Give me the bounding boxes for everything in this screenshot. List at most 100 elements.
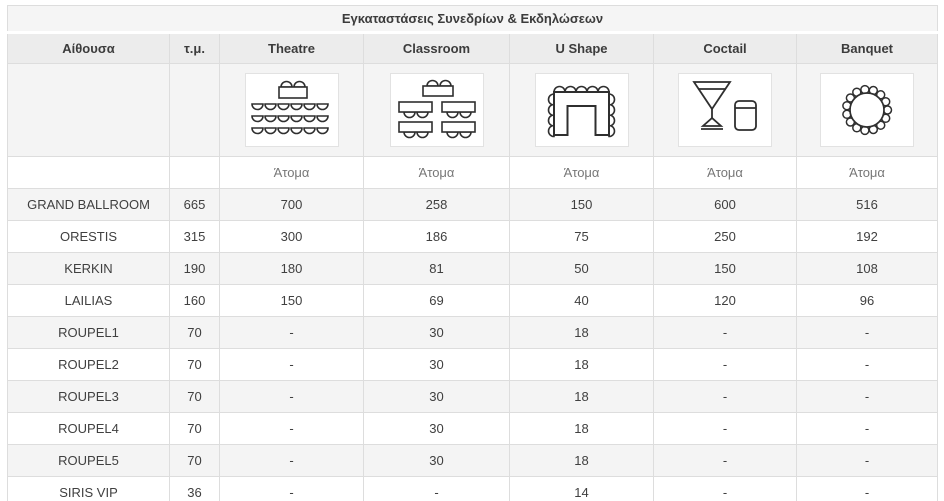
table-title-row: Εγκαταστάσεις Συνεδρίων & Εκδηλώσεων: [6, 5, 939, 34]
room-name-cell: KERKIN: [7, 252, 170, 285]
col-header-room: Αίθουσα: [7, 32, 170, 64]
room-name-cell: ROUPEL2: [7, 348, 170, 381]
unit-label: Άτομα: [795, 156, 939, 189]
capacity-cell: -: [653, 348, 797, 381]
ushape-layout-icon: [547, 85, 615, 138]
icon-box: [678, 73, 772, 147]
capacity-cell: 18: [509, 444, 654, 477]
capacity-cell: -: [219, 348, 364, 381]
capacity-cell: 186: [363, 220, 510, 253]
capacity-cell: 50: [509, 252, 654, 285]
capacity-cell: -: [653, 444, 797, 477]
empty-cell: [7, 63, 170, 157]
sqm-cell: 190: [169, 252, 220, 285]
col-header-banquet: Banquet: [795, 32, 939, 64]
capacity-cell: 18: [509, 380, 654, 413]
layout-icons-row: [7, 63, 939, 157]
table-row: ROUPEL3 70 - 30 18 - -: [7, 380, 939, 413]
capacity-cell: 81: [363, 252, 510, 285]
capacity-cell: -: [795, 412, 939, 445]
theatre-layout-icon: [250, 80, 329, 135]
capacity-cell: 18: [509, 412, 654, 445]
capacity-cell: 18: [509, 348, 654, 381]
icon-box: [244, 73, 339, 147]
capacity-cell: 96: [795, 284, 939, 317]
table-row: LAILIAS 160 150 69 40 120 96: [7, 284, 939, 317]
sqm-cell: 70: [169, 380, 220, 413]
capacity-cell: -: [795, 444, 939, 477]
sqm-cell: 70: [169, 348, 220, 381]
classroom-layout-icon: [397, 79, 476, 139]
capacity-cell: 30: [363, 412, 510, 445]
sqm-cell: 70: [169, 412, 220, 445]
capacity-cell: 120: [653, 284, 797, 317]
unit-label: Άτομα: [363, 156, 510, 189]
capacity-cell: 30: [363, 316, 510, 349]
room-name-cell: ROUPEL1: [7, 316, 170, 349]
capacity-cell: 300: [219, 220, 364, 253]
capacity-cell: -: [219, 380, 364, 413]
capacity-cell: 516: [795, 188, 939, 221]
capacity-cell: 258: [363, 188, 510, 221]
col-header-coctail: Coctail: [653, 32, 797, 64]
icon-box: [820, 73, 915, 147]
capacity-cell: 18: [509, 316, 654, 349]
room-name-cell: ORESTIS: [7, 220, 170, 253]
capacity-cell: 30: [363, 380, 510, 413]
unit-label: Άτομα: [509, 156, 654, 189]
column-header-row: Αίθουσα τ.μ. Theatre Classroom U Shape C…: [7, 32, 939, 64]
capacity-cell: -: [653, 476, 797, 501]
capacity-cell: 108: [795, 252, 939, 285]
sqm-cell: 315: [169, 220, 220, 253]
table-row: ROUPEL2 70 - 30 18 - -: [7, 348, 939, 381]
icon-box: [534, 73, 629, 147]
col-header-classroom: Classroom: [363, 32, 510, 64]
capacity-cell: 14: [509, 476, 654, 501]
capacity-cell: -: [795, 380, 939, 413]
capacity-cell: -: [653, 380, 797, 413]
capacity-cell: -: [219, 412, 364, 445]
capacity-cell: -: [653, 412, 797, 445]
capacity-cell: 700: [219, 188, 364, 221]
capacity-cell: -: [653, 316, 797, 349]
capacity-cell: -: [219, 476, 364, 501]
unit-label: Άτομα: [653, 156, 797, 189]
room-name-cell: ROUPEL5: [7, 444, 170, 477]
room-name-cell: LAILIAS: [7, 284, 170, 317]
capacity-cell: 180: [219, 252, 364, 285]
sqm-cell: 160: [169, 284, 220, 317]
col-header-sqm: τ.μ.: [169, 32, 220, 64]
empty-cell: [169, 156, 220, 189]
capacity-cell: 192: [795, 220, 939, 253]
capacity-cell: -: [795, 476, 939, 501]
table-row: KERKIN 190 180 81 50 150 108: [7, 252, 939, 285]
capacity-cell: 30: [363, 444, 510, 477]
table-row: ROUPEL1 70 - 30 18 - -: [7, 316, 939, 349]
capacity-cell: 30: [363, 348, 510, 381]
empty-cell: [169, 63, 220, 157]
capacity-cell: -: [363, 476, 510, 501]
capacity-cell: -: [219, 316, 364, 349]
capacity-cell: -: [795, 348, 939, 381]
capacity-cell: 150: [509, 188, 654, 221]
room-name-cell: ROUPEL4: [7, 412, 170, 445]
capacity-cell: -: [219, 444, 364, 477]
capacity-cell: 69: [363, 284, 510, 317]
capacity-cell: 75: [509, 220, 654, 253]
capacity-cell: 600: [653, 188, 797, 221]
capacity-cell: -: [795, 316, 939, 349]
room-name-cell: SIRIS VIP: [7, 476, 170, 501]
capacity-cell: 150: [219, 284, 364, 317]
table-row: ROUPEL4 70 - 30 18 - -: [7, 412, 939, 445]
facilities-table: Εγκαταστάσεις Συνεδρίων & Εκδηλώσεων Αίθ…: [6, 5, 939, 501]
capacity-unit-row: Άτομα Άτομα Άτομα Άτομα Άτομα: [7, 156, 939, 189]
icon-box: [389, 73, 484, 147]
table-title: Εγκαταστάσεις Συνεδρίων & Εκδηλώσεων: [6, 5, 939, 34]
col-header-ushape: U Shape: [509, 32, 654, 64]
table-row: ORESTIS 315 300 186 75 250 192: [7, 220, 939, 253]
sqm-cell: 665: [169, 188, 220, 221]
table-row: GRAND BALLROOM 665 700 258 150 600 516: [7, 188, 939, 221]
empty-cell: [7, 156, 170, 189]
col-header-theatre: Theatre: [219, 32, 364, 64]
